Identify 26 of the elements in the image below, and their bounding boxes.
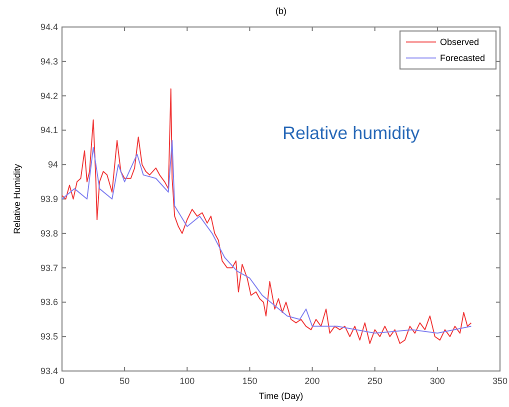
x-tick-label: 50 [120,376,130,386]
y-tick-label: 93.4 [40,366,58,376]
y-tick-label: 93.8 [40,228,58,238]
y-tick-label: 94 [48,160,58,170]
y-tick-label: 94.1 [40,125,58,136]
x-tick-label: 100 [180,376,195,386]
legend-label: Observed [440,37,480,47]
x-tick-label: 150 [242,376,258,386]
y-axis-title: Relative Humidity [12,163,22,234]
x-tick-label: 300 [430,376,445,386]
line-series [62,88,472,344]
y-tick-label: 94.4 [40,22,58,32]
y-tick-label: 94.3 [40,56,58,66]
x-tick-label: 350 [492,376,508,386]
x-axis-title: Time (Day) [258,391,304,401]
chart-title: (b) [276,6,286,16]
y-tick-label: 93.5 [40,332,58,342]
annotation: Relative humidity [282,123,420,143]
y-tick-label: 93.6 [40,297,58,308]
y-tick-label: 93.7 [40,262,58,273]
x-tick-label: 250 [367,376,382,386]
x-tick-label: 0 [59,376,65,386]
y-tick-label: 94.2 [40,90,58,101]
legend-label: Forecasted [440,53,486,63]
y-tick-label: 93.9 [40,194,58,204]
x-tick-label: 200 [304,376,320,386]
